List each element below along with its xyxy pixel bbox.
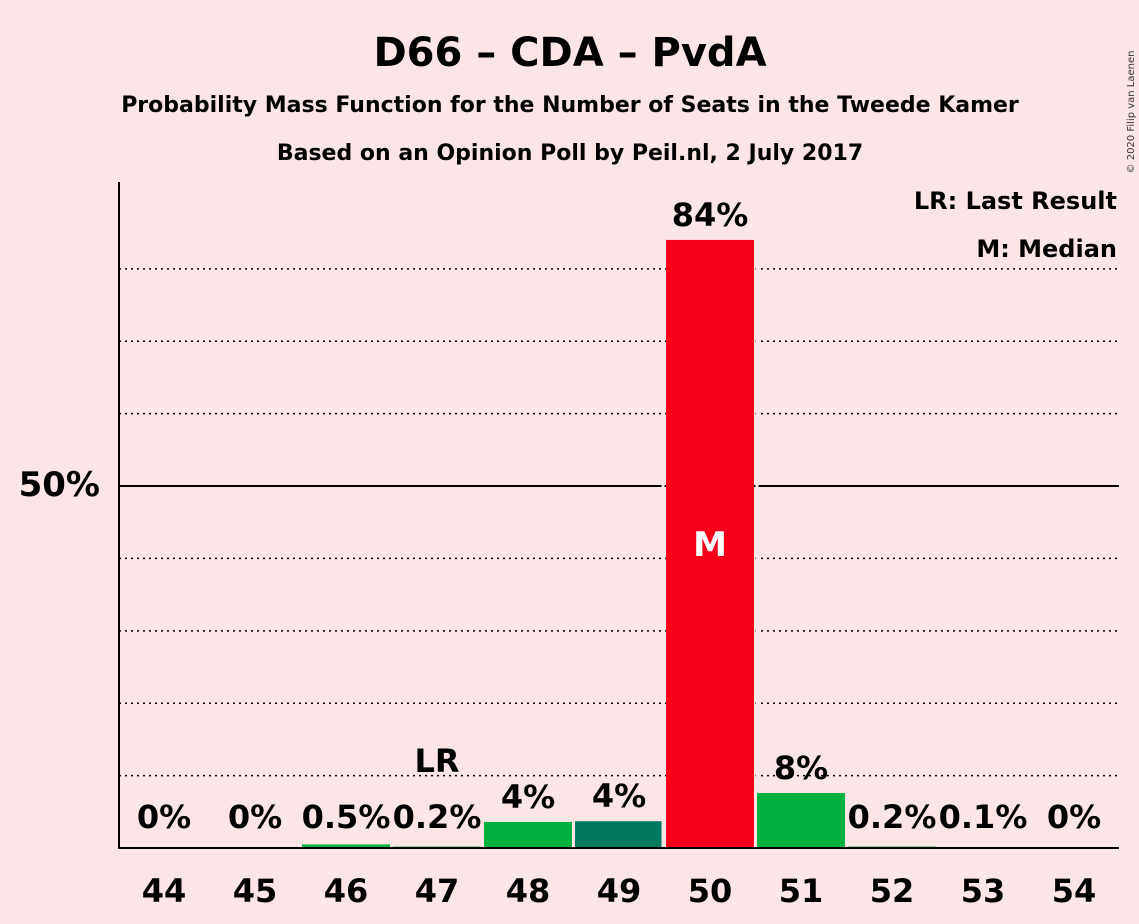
x-tick-54: 54 (1052, 872, 1097, 910)
chart-subtitle: Probability Mass Function for the Number… (121, 93, 1019, 118)
data-labels: 0% 0% 0.5% 0.2%LR4% 4%M84%8%0.2% 0.1% 0% (137, 196, 1101, 836)
x-tick-45: 45 (233, 872, 278, 910)
last-result-marker: LR (414, 742, 459, 780)
bar-49 (575, 821, 663, 848)
chart-title: D66 – CDA – PvdA (373, 30, 766, 76)
median-marker: M (693, 525, 727, 565)
data-label-53: 0.1% (939, 798, 1028, 836)
legend-median: M: Median (976, 235, 1117, 263)
data-label-51: 8% (774, 749, 828, 787)
bar-fill-50 (666, 239, 754, 849)
x-tick-50: 50 (688, 872, 733, 910)
chart-source: Based on an Opinion Poll by Peil.nl, 2 J… (277, 141, 863, 166)
data-label-54: 0% (1047, 798, 1101, 836)
data-label-48: 4% (501, 778, 555, 816)
x-tick-51: 51 (779, 872, 824, 910)
data-label-52: 0.2% (848, 798, 937, 836)
x-tick-52: 52 (870, 872, 915, 910)
data-label-45: 0% (228, 798, 282, 836)
copyright-notice: © 2020 Filip van Laenen (1126, 51, 1137, 174)
bars (302, 238, 1027, 850)
data-label-47: 0.2% (393, 798, 482, 836)
x-tick-48: 48 (506, 872, 551, 910)
x-tick-49: 49 (597, 872, 642, 910)
legend-last-result: LR: Last Result (914, 187, 1117, 215)
x-tick-44: 44 (142, 872, 187, 910)
bar-51 (757, 792, 845, 848)
data-label-46: 0.5% (302, 798, 391, 836)
x-axis-ticks: 44 45 46 47 48 49 50 51 52 53 54 (142, 872, 1097, 910)
x-tick-53: 53 (961, 872, 1006, 910)
y-tick-50: 50% (19, 465, 100, 505)
bar-46 (302, 844, 390, 848)
data-label-49: 4% (592, 777, 646, 815)
x-tick-47: 47 (415, 872, 460, 910)
bar-48 (484, 821, 572, 848)
data-label-50: 84% (672, 196, 749, 234)
gridlines (119, 268, 1119, 777)
data-label-44: 0% (137, 798, 191, 836)
x-tick-46: 46 (324, 872, 369, 910)
